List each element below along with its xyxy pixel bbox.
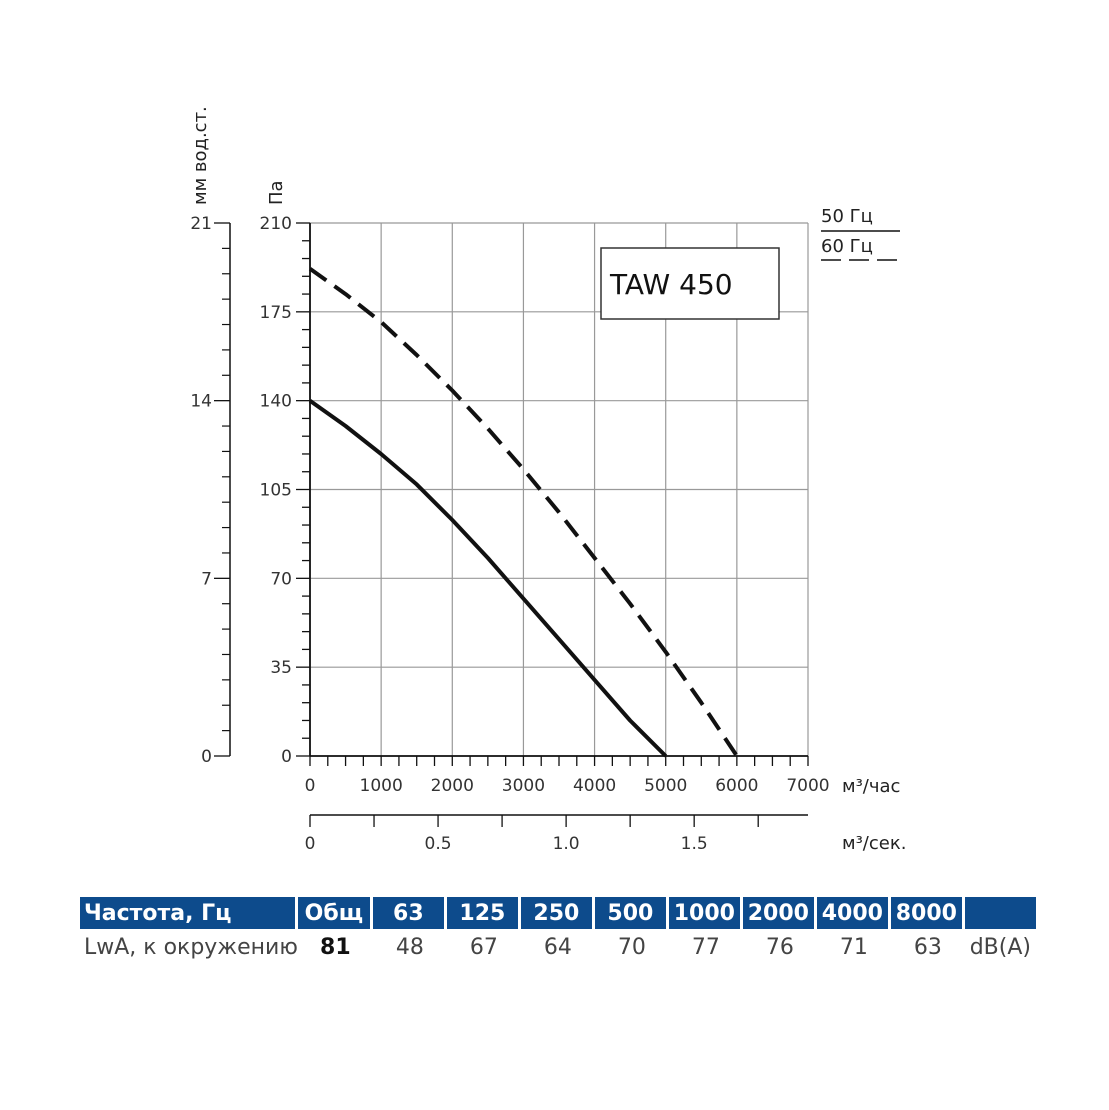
model-label-box <box>600 247 780 320</box>
y-tick-label: 140 <box>260 392 292 412</box>
legend-label-60hz: 60 Гц <box>821 236 873 257</box>
table-header-cell <box>964 897 1036 929</box>
table-cell: 67 <box>469 934 498 960</box>
table-header-cell: 4000 <box>816 897 891 929</box>
model-label: TAW 450 <box>609 268 733 301</box>
y-left-tick-label: 7 <box>201 569 212 589</box>
table-header-cell: 1000 <box>668 897 743 929</box>
x-tick-label: 4000 <box>573 776 616 796</box>
axes <box>214 222 809 827</box>
table-header-cell: 63 <box>372 897 447 929</box>
x2-tick-label: 1.0 <box>553 834 580 854</box>
y-tick-label: 0 <box>281 747 292 767</box>
y-left-tick-label: 21 <box>190 214 212 234</box>
x-tick-label: 5000 <box>644 776 687 796</box>
table-header-cell: 500 <box>594 897 669 929</box>
curve-60hz-dashed <box>308 267 739 758</box>
table-cell: 76 <box>765 934 794 960</box>
table-header-cell: Общ <box>297 897 373 929</box>
x-tick-label: 2000 <box>431 776 474 796</box>
table-cell-total: 81 <box>320 934 351 960</box>
table-header-cell: Частота, Гц <box>80 897 298 929</box>
x-tick-label: 3000 <box>502 776 545 796</box>
table-cell: 77 <box>691 934 720 960</box>
table-cell: 48 <box>395 934 424 960</box>
sound-power-table: Частота, Гц Общ 63 125 250 500 1000 2000… <box>80 897 1036 965</box>
table-cell: 71 <box>839 934 868 960</box>
x2-unit-label: м³/сек. <box>842 833 906 854</box>
x-tick-label: 7000 <box>786 776 829 796</box>
y-left-tick-label: 0 <box>201 747 212 767</box>
table-cell: 70 <box>617 934 646 960</box>
table-header-row: Частота, Гц Общ 63 125 250 500 1000 2000… <box>80 897 1036 929</box>
y-unit-label: Па <box>266 180 287 205</box>
x-tick-label: 0 <box>305 776 316 796</box>
x2-tick-label: 1.5 <box>681 834 708 854</box>
y-tick-label: 105 <box>260 481 292 501</box>
x-tick-label: 6000 <box>715 776 758 796</box>
x-unit-label: м³/час <box>842 776 900 797</box>
performance-curves <box>308 267 739 758</box>
table-header-cell: 125 <box>446 897 521 929</box>
table-row: LwA, к окружению 81 48 67 64 70 77 76 71… <box>80 929 1036 965</box>
curve-50hz-solid <box>308 399 668 758</box>
table-cell: 64 <box>543 934 572 960</box>
table-header-cell: 8000 <box>890 897 965 929</box>
table-cell: LwA, к окружению <box>84 934 298 960</box>
legend-label-50hz: 50 Гц <box>821 206 873 227</box>
table-cell: dB(A) <box>969 934 1031 960</box>
x2-tick-label: 0 <box>305 834 316 854</box>
y-tick-label: 210 <box>260 214 292 234</box>
y-tick-label: 35 <box>270 658 292 678</box>
y-tick-label: 175 <box>260 303 292 323</box>
table-header-cell: 2000 <box>742 897 817 929</box>
table-header-cell: 250 <box>520 897 595 929</box>
y-left-unit-label: мм вод.ст. <box>190 106 211 205</box>
x2-tick-label: 0.5 <box>425 834 452 854</box>
x-tick-label: 1000 <box>360 776 403 796</box>
y-left-tick-label: 14 <box>190 392 212 412</box>
legend: 50 Гц 60 Гц <box>821 206 900 261</box>
table-cell: 63 <box>913 934 942 960</box>
y-tick-label: 70 <box>270 569 292 589</box>
